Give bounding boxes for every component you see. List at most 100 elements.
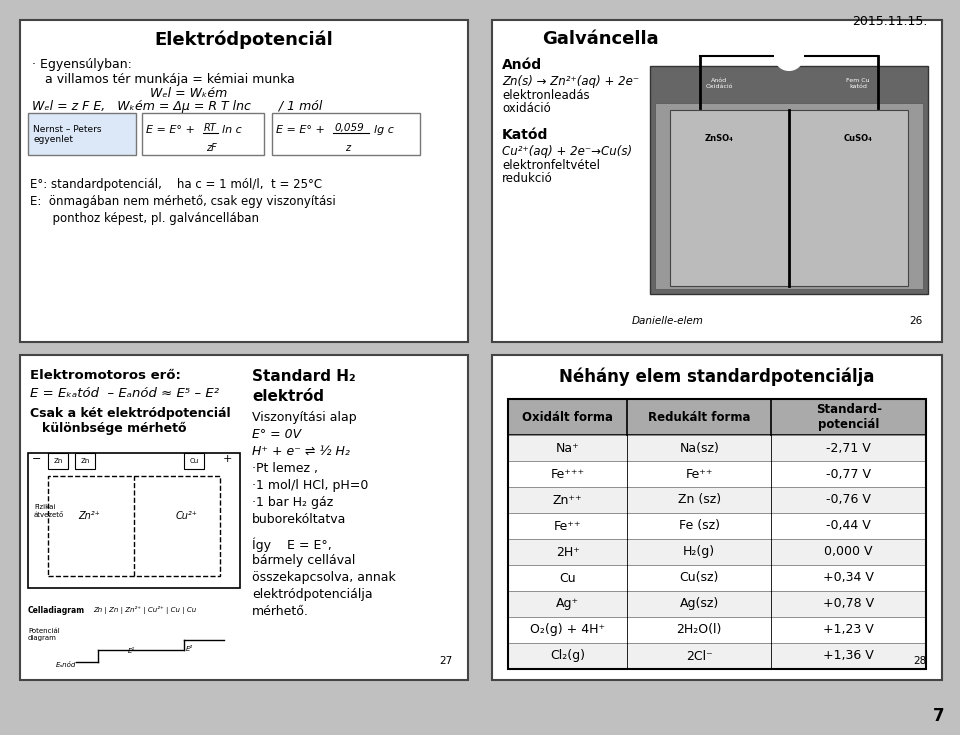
Bar xyxy=(508,565,926,591)
Text: z: z xyxy=(345,143,350,153)
Text: különbsége mérhető: különbsége mérhető xyxy=(42,422,186,435)
Text: Zn²⁺: Zn²⁺ xyxy=(78,511,100,521)
Text: Cu(sz): Cu(sz) xyxy=(680,572,719,584)
Text: ln c: ln c xyxy=(222,125,242,135)
Bar xyxy=(28,453,240,588)
Text: +1,36 V: +1,36 V xyxy=(824,650,874,662)
Bar xyxy=(670,110,908,286)
Text: 2H⁺: 2H⁺ xyxy=(556,545,580,559)
Text: oxidáció: oxidáció xyxy=(502,102,551,115)
Text: Cl₂(g): Cl₂(g) xyxy=(550,650,585,662)
Text: ·1 bar H₂ gáz: ·1 bar H₂ gáz xyxy=(252,496,333,509)
Text: Fe⁺⁺⁺: Fe⁺⁺⁺ xyxy=(550,467,585,481)
Text: Wₑl = Wₖém: Wₑl = Wₖém xyxy=(150,87,228,100)
Text: redukció: redukció xyxy=(502,172,553,185)
Text: +0,34 V: +0,34 V xyxy=(824,572,875,584)
Bar xyxy=(48,453,68,469)
Text: +: + xyxy=(223,454,232,464)
Text: buborekóltatva: buborekóltatva xyxy=(252,513,347,526)
Bar xyxy=(508,643,926,669)
Text: · Egyensúlyban:: · Egyensúlyban: xyxy=(32,58,132,71)
Bar xyxy=(28,113,136,155)
Text: elektród: elektród xyxy=(252,389,324,404)
Text: Oxidált forma: Oxidált forma xyxy=(522,411,613,423)
Text: anyagra: anyagra xyxy=(32,114,89,127)
Text: Cu²⁺(aq) + 2e⁻→Cu(s): Cu²⁺(aq) + 2e⁻→Cu(s) xyxy=(502,145,632,158)
Text: ponthoz képest, pl. galváncellában: ponthoz képest, pl. galváncellában xyxy=(30,212,259,225)
Text: H₂(g): H₂(g) xyxy=(684,545,715,559)
Text: Zn(s) → Zn²⁺(aq) + 2e⁻: Zn(s) → Zn²⁺(aq) + 2e⁻ xyxy=(502,75,639,88)
Text: Standard H₂: Standard H₂ xyxy=(252,369,355,384)
Text: bármely cellával: bármely cellával xyxy=(252,554,355,567)
Text: Cu: Cu xyxy=(560,572,576,584)
Text: E = E° +: E = E° + xyxy=(146,125,195,135)
Text: E°: standardpotenciál,    ha c = 1 mól/l,  t = 25°C: E°: standardpotenciál, ha c = 1 mól/l, t… xyxy=(30,178,323,191)
Text: ZnSO₄: ZnSO₄ xyxy=(705,134,733,143)
Text: −: − xyxy=(32,454,41,464)
Text: Fe⁺⁺: Fe⁺⁺ xyxy=(554,520,582,532)
Bar xyxy=(20,20,468,342)
Text: 27: 27 xyxy=(439,656,452,666)
Bar xyxy=(142,113,264,155)
Bar xyxy=(655,103,923,289)
Text: Anód
Oxidáció: Anód Oxidáció xyxy=(706,78,732,89)
Text: Zn⁺⁺: Zn⁺⁺ xyxy=(553,493,583,506)
Text: Zn: Zn xyxy=(81,458,89,464)
Text: +0,78 V: +0,78 V xyxy=(823,598,875,611)
Text: 2015.11.15.: 2015.11.15. xyxy=(852,15,927,28)
Text: ·Pt lemez ,: ·Pt lemez , xyxy=(252,462,318,475)
Text: Zn (sz): Zn (sz) xyxy=(678,493,721,506)
Text: elektronfeltvétel: elektronfeltvétel xyxy=(502,159,600,172)
Text: Így    E = E°,: Így E = E°, xyxy=(252,537,332,551)
Bar xyxy=(184,453,204,469)
Text: Katód: Katód xyxy=(502,128,548,142)
Text: Elektromotoros erő:: Elektromotoros erő: xyxy=(30,369,180,382)
Text: Ag(sz): Ag(sz) xyxy=(680,598,719,611)
Text: Eₐnód: Eₐnód xyxy=(56,662,77,668)
Text: Danielle-elem: Danielle-elem xyxy=(632,316,704,326)
Bar xyxy=(508,461,926,487)
Text: Zn | Zn | Zn²⁺ | Cu²⁺ | Cu | Cu: Zn | Zn | Zn²⁺ | Cu²⁺ | Cu | Cu xyxy=(93,606,196,614)
Text: Standard-
potenciál: Standard- potenciál xyxy=(816,403,881,431)
Text: -2,71 V: -2,71 V xyxy=(827,442,871,454)
Text: Fem Cu
katód: Fem Cu katód xyxy=(846,78,870,89)
Text: 2Cl⁻: 2Cl⁻ xyxy=(685,650,712,662)
Bar xyxy=(508,487,926,513)
Text: Celladiagram: Celladiagram xyxy=(28,606,85,615)
Bar xyxy=(272,113,420,155)
Text: 0,000 V: 0,000 V xyxy=(825,545,873,559)
Text: Fizikai
átvezető: Fizikai átvezető xyxy=(34,504,64,517)
Bar xyxy=(508,539,926,565)
Text: CuSO₄: CuSO₄ xyxy=(844,134,873,143)
Text: 7: 7 xyxy=(933,707,945,725)
Text: Cu²⁺: Cu²⁺ xyxy=(176,511,198,521)
Text: E° = 0V: E° = 0V xyxy=(252,428,301,441)
Text: Galváncella: Galváncella xyxy=(542,30,659,48)
Text: ·1 mol/l HCl, pH=0: ·1 mol/l HCl, pH=0 xyxy=(252,479,369,492)
Text: 2H₂O(l): 2H₂O(l) xyxy=(677,623,722,637)
Text: +1,23 V: +1,23 V xyxy=(824,623,874,637)
Text: Cu: Cu xyxy=(189,458,199,464)
Text: Potenciál
diagram: Potenciál diagram xyxy=(28,628,60,641)
Text: RT: RT xyxy=(204,123,217,133)
Text: összekapcsolva, annak: összekapcsolva, annak xyxy=(252,571,396,584)
Text: E = E° +: E = E° + xyxy=(276,125,324,135)
Text: zF: zF xyxy=(206,143,217,153)
Text: Na⁺: Na⁺ xyxy=(556,442,580,454)
Text: Viszonyítási alap: Viszonyítási alap xyxy=(252,411,356,424)
Text: Ag⁺: Ag⁺ xyxy=(556,598,579,611)
Bar xyxy=(508,399,926,435)
Text: Néhány elem standardpotenciálja: Néhány elem standardpotenciálja xyxy=(560,367,875,385)
Text: elektronleadás: elektronleadás xyxy=(502,89,589,102)
Text: lg c: lg c xyxy=(374,125,394,135)
Text: E = Eₖₐtód  – Eₐnód ≈ E⁵ – E²: E = Eₖₐtód – Eₐnód ≈ E⁵ – E² xyxy=(30,387,219,400)
Bar xyxy=(508,399,926,669)
Text: H⁺ + e⁻ ⇌ ½ H₂: H⁺ + e⁻ ⇌ ½ H₂ xyxy=(252,445,349,458)
Text: -0,44 V: -0,44 V xyxy=(827,520,871,532)
Text: E²: E² xyxy=(186,646,193,652)
Text: mérhető.: mérhető. xyxy=(252,605,309,618)
Text: Csak a két elektródpotenciál: Csak a két elektródpotenciál xyxy=(30,407,230,420)
Bar xyxy=(75,453,95,469)
Text: -0,77 V: -0,77 V xyxy=(827,467,871,481)
Text: Na(sz): Na(sz) xyxy=(680,442,719,454)
